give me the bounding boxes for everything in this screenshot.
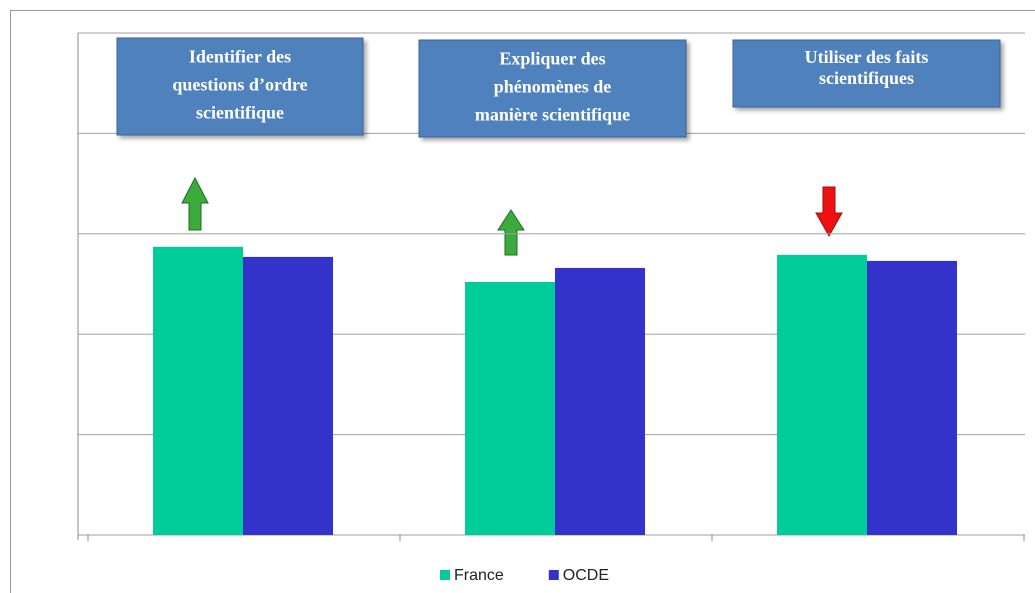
annotation: phénomènes de: [494, 77, 612, 97]
legend-label: France: [454, 567, 504, 584]
bar: [243, 256, 333, 535]
legend-swatch: [440, 570, 450, 580]
annotation: Utiliser des faits: [805, 47, 929, 67]
annotation-box: [418, 39, 687, 138]
annotation: scientifique: [196, 103, 284, 123]
annotation: scientifiques: [819, 68, 914, 88]
bar: [777, 254, 867, 535]
bar: [867, 260, 957, 535]
annotation: Expliquer des: [499, 49, 605, 69]
legend-label: OCDE: [563, 567, 609, 584]
down-arrow: [815, 186, 843, 238]
annotation: questions d’ordre: [172, 75, 307, 95]
up-arrow: [181, 176, 209, 231]
annotation-box: [732, 39, 1001, 108]
annotation: Identifier des: [189, 47, 291, 67]
annotation-box: [116, 37, 364, 136]
legend-swatch: [548, 570, 559, 580]
bar: [465, 281, 555, 535]
bar: [153, 246, 243, 536]
annotation: manière scientifique: [475, 105, 630, 125]
bar: [555, 267, 645, 535]
frame: [10, 10, 1035, 593]
up-arrow: [497, 209, 525, 256]
